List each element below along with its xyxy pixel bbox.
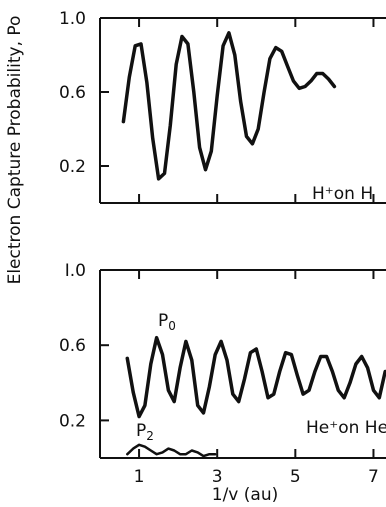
bottom-y-tick-label: 0.2 bbox=[59, 411, 86, 431]
top-x-ticks bbox=[138, 18, 375, 203]
bottom-series-p0-line bbox=[125, 335, 386, 419]
top-y-ticks: 1.0 0.6 0.2 bbox=[59, 9, 109, 177]
bottom-x-ticks: 1 3 5 7 bbox=[134, 270, 379, 487]
top-panel: 1.0 0.6 0.2 H⁺on H bbox=[59, 9, 386, 204]
top-annotation: H⁺on H bbox=[312, 184, 373, 204]
bottom-panel: I.0 0.6 0.2 1 3 5 7 P0 P2 He⁺on He 1/v (au) bbox=[59, 261, 386, 505]
top-y-tick-label: 0.6 bbox=[59, 83, 86, 103]
bottom-y-tick-label: 0.6 bbox=[59, 336, 86, 356]
top-series-line bbox=[121, 31, 337, 181]
bottom-x-tick-label: 5 bbox=[290, 467, 301, 487]
curve-label-p2: P2 bbox=[136, 421, 154, 443]
bottom-x-tick-label: 3 bbox=[212, 467, 223, 487]
x-axis-title: 1/v (au) bbox=[212, 485, 278, 505]
top-y-tick-label: 0.2 bbox=[59, 157, 86, 177]
curve-label-p0: P0 bbox=[158, 311, 176, 333]
bottom-y-ticks: I.0 0.6 0.2 bbox=[59, 261, 109, 431]
bottom-series-p2-line bbox=[126, 443, 217, 458]
bottom-y-tick-label: I.0 bbox=[65, 261, 86, 281]
bottom-x-tick-label: 7 bbox=[368, 467, 379, 487]
y-axis-title: Electron Capture Probability, Po bbox=[5, 16, 25, 285]
top-y-tick-label: 1.0 bbox=[59, 9, 86, 29]
bottom-x-tick-label: 1 bbox=[134, 467, 145, 487]
bottom-annotation: He⁺on He bbox=[306, 418, 386, 438]
